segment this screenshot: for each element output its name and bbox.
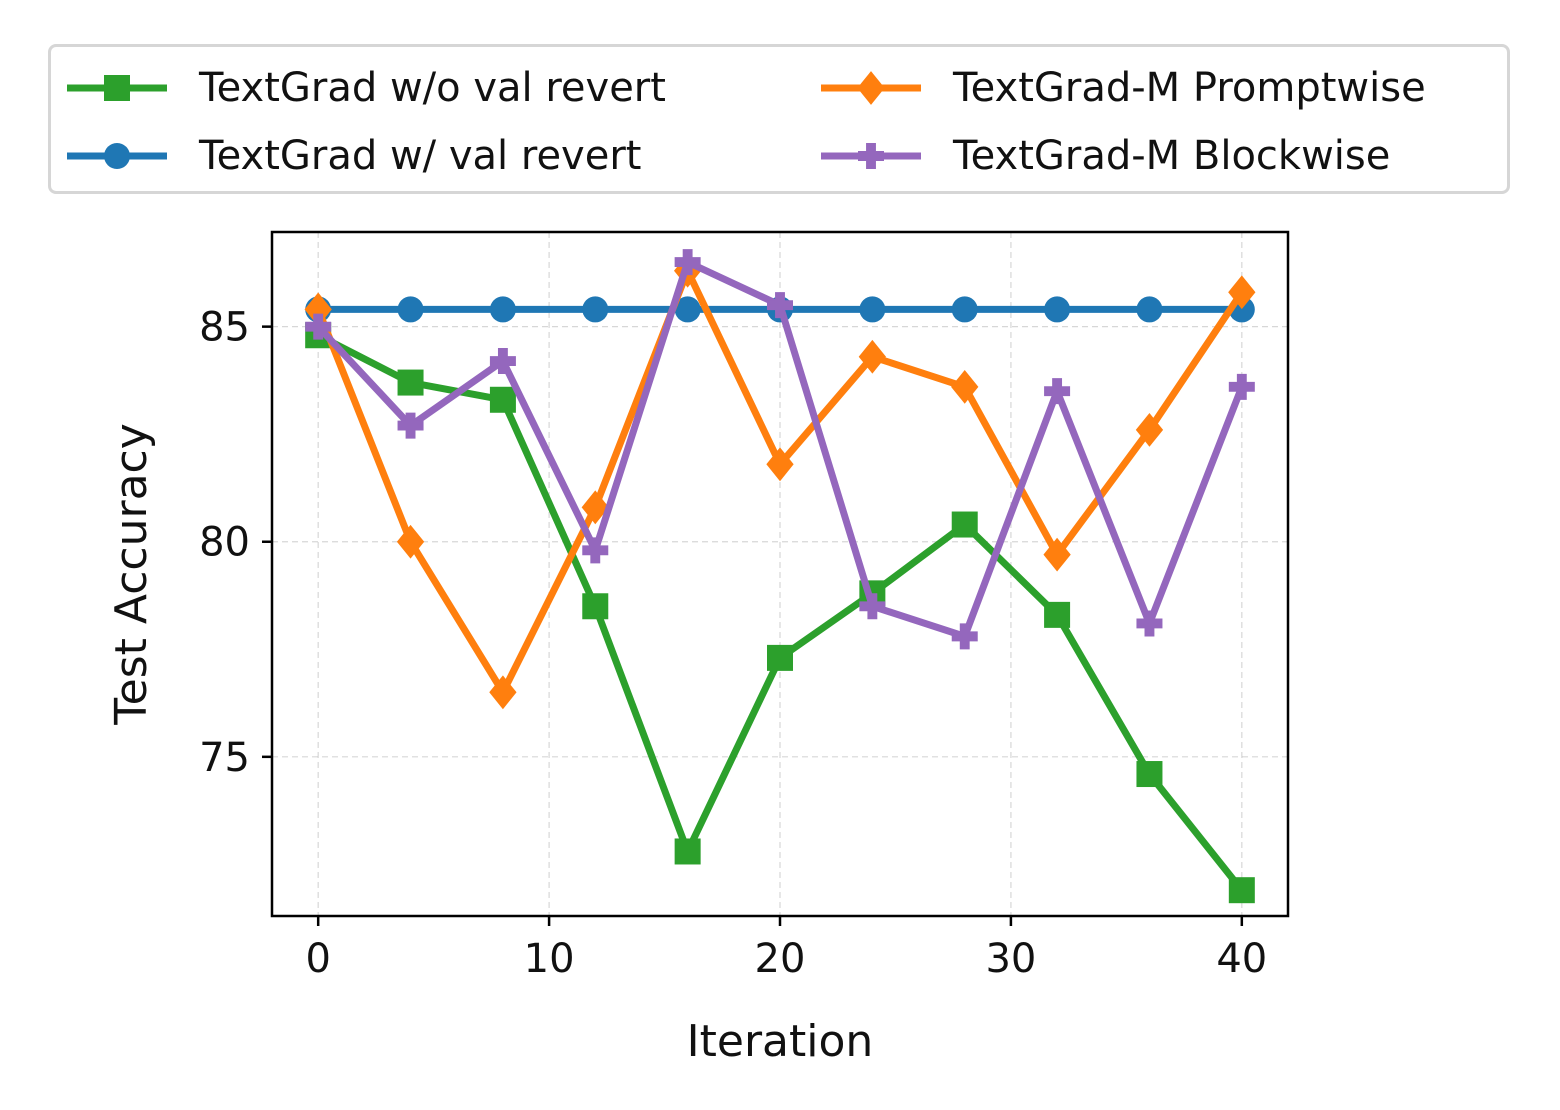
square-marker (489, 386, 516, 413)
grid-lines (272, 232, 1288, 916)
diamond-marker (489, 675, 517, 710)
circle-marker (1044, 296, 1071, 323)
square-marker (951, 511, 978, 538)
axis-ticks: 0 10 20 30 40 75 80 85 (199, 305, 1267, 982)
plus-marker (858, 143, 884, 169)
x-tick-label: 40 (1216, 936, 1267, 982)
legend: TextGrad w/o val revert TextGrad w/ val … (48, 44, 1510, 194)
plus-marker (1044, 378, 1071, 405)
y-axis-title: Test Accuracy (106, 423, 157, 726)
diamond-marker (581, 490, 609, 525)
legend-swatch-diamond-marker (821, 71, 921, 105)
plus-marker (674, 249, 701, 276)
series-group (304, 249, 1256, 904)
diamond-marker (1228, 275, 1256, 310)
circle-marker (1136, 296, 1163, 323)
x-tick-label: 0 (305, 936, 330, 982)
plus-marker (582, 537, 609, 564)
diamond-marker (951, 369, 979, 404)
square-marker (1044, 601, 1071, 628)
legend-swatch-circle-marker (67, 143, 167, 169)
legend-swatch-square-marker (67, 75, 167, 101)
diamond-marker (858, 339, 887, 374)
plus-marker (767, 292, 793, 319)
y-tick-label: 75 (199, 735, 250, 781)
y-tick-label: 85 (199, 305, 250, 351)
legend-item-series-3: TextGrad-M Blockwise (819, 131, 1390, 181)
series-3 (305, 249, 1255, 650)
circle-marker (951, 296, 978, 323)
circle-marker (674, 296, 701, 323)
square-marker (674, 838, 701, 865)
circle-marker (489, 296, 516, 323)
x-axis-title: Iteration (687, 1016, 874, 1067)
plus-marker (489, 348, 516, 375)
series-0 (305, 322, 1255, 904)
diamond-marker (396, 524, 425, 559)
square-marker (767, 644, 793, 671)
circle-marker (397, 296, 424, 323)
circle-marker (104, 143, 130, 169)
square-marker (582, 593, 609, 620)
legend-label: TextGrad-M Promptwise (953, 65, 1426, 111)
x-tick-label: 20 (755, 936, 806, 982)
diamond-marker (1043, 537, 1071, 572)
legend-swatch-plus-marker (821, 143, 921, 169)
plus-marker (1228, 373, 1255, 400)
diamond-marker (304, 292, 332, 327)
legend-label: TextGrad w/ val revert (199, 133, 642, 179)
diamond-marker (1135, 412, 1164, 447)
circle-marker (859, 296, 886, 323)
y-tick-label: 80 (199, 520, 250, 566)
diamond-marker (766, 447, 794, 482)
plus-marker (397, 412, 424, 439)
legend-item-series-1: TextGrad w/ val revert (65, 131, 641, 181)
legend-item-series-0: TextGrad w/o val revert (65, 63, 666, 113)
x-tick-label: 10 (524, 936, 575, 982)
circle-marker (582, 296, 609, 323)
legend-label: TextGrad w/o val revert (199, 65, 666, 111)
legend-item-series-2: TextGrad-M Promptwise (819, 63, 1426, 113)
x-tick-label: 30 (985, 936, 1036, 982)
plus-marker (859, 593, 886, 620)
square-marker (1136, 761, 1163, 788)
square-marker (104, 75, 130, 101)
square-marker (397, 369, 424, 396)
plus-marker (305, 313, 332, 340)
legend-label: TextGrad-M Blockwise (953, 133, 1391, 179)
plus-marker (1136, 610, 1163, 637)
plus-marker (951, 623, 978, 650)
diamond-marker (857, 71, 885, 105)
square-marker (1228, 877, 1255, 904)
